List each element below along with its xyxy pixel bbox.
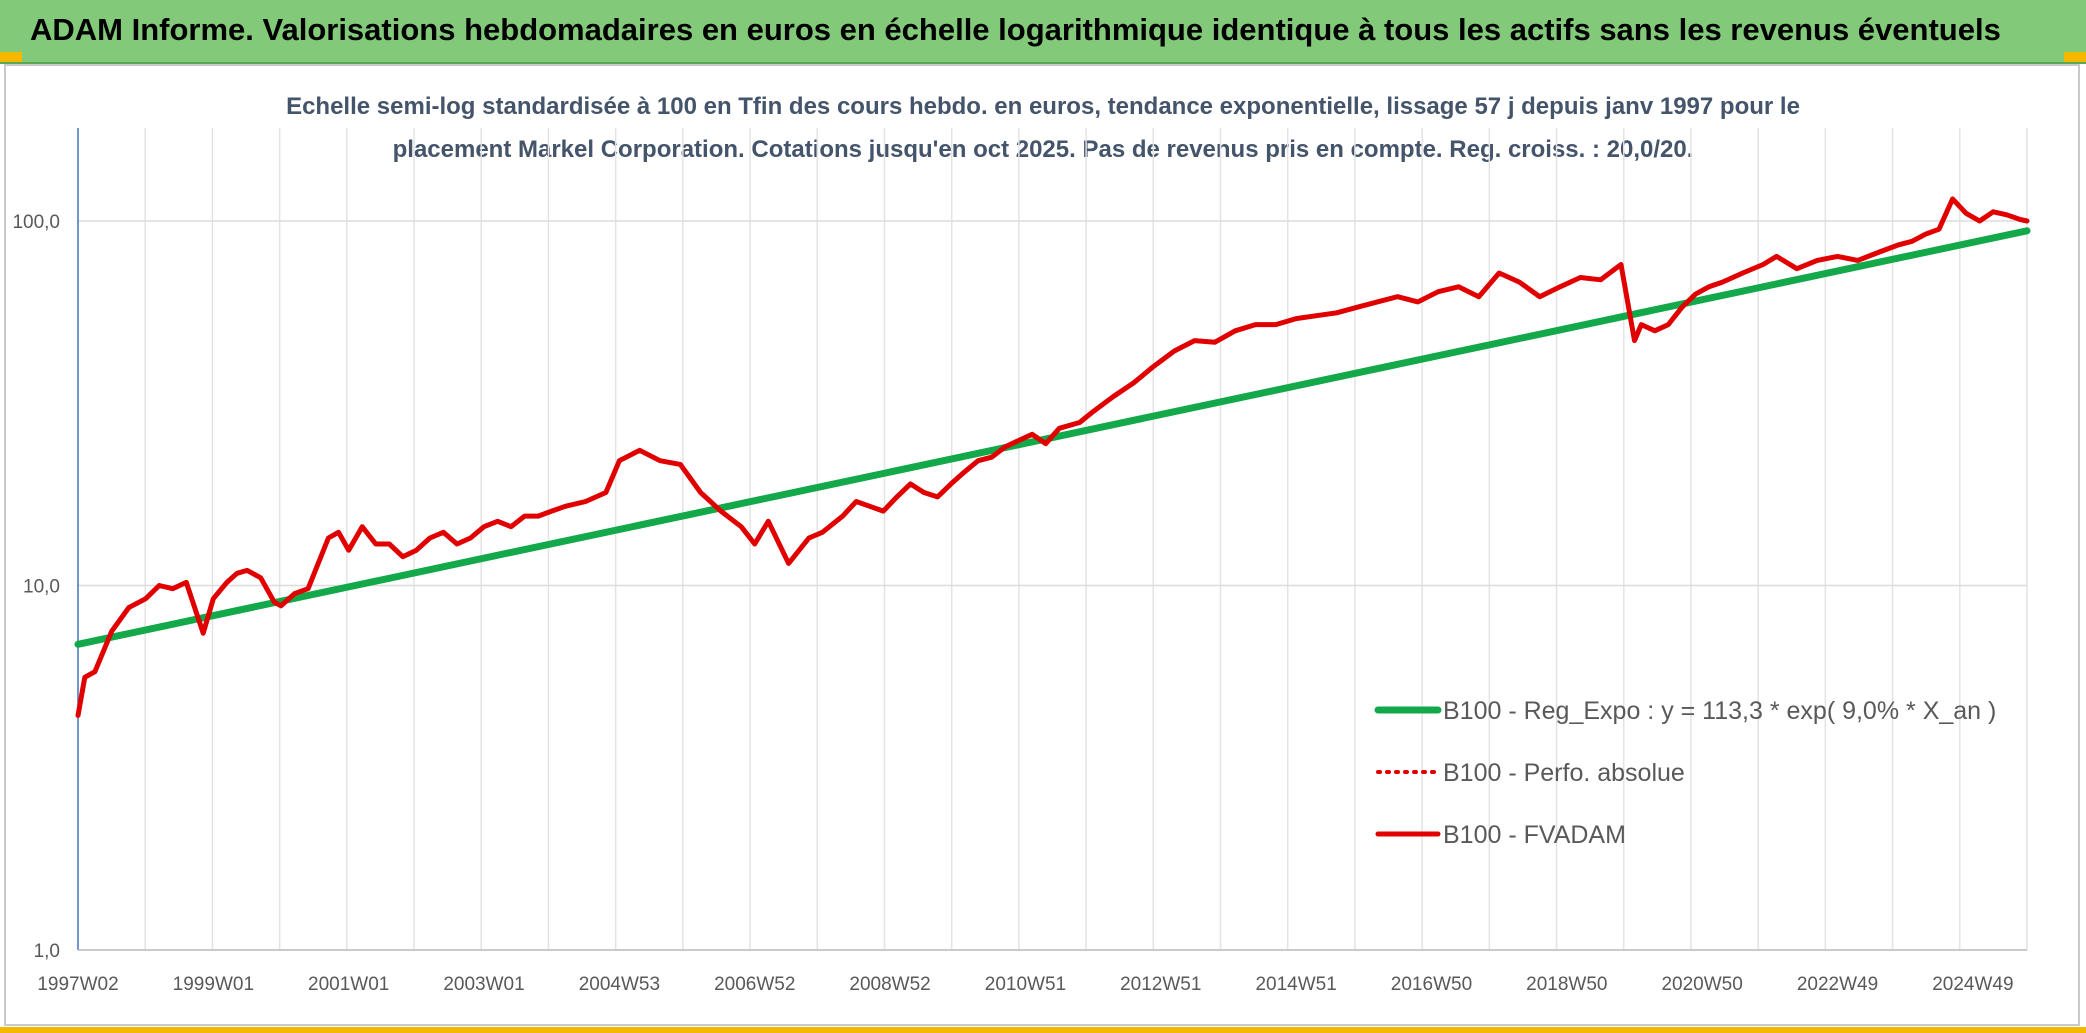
footer-band xyxy=(0,1027,2086,1033)
x-tick-label: 2003W01 xyxy=(443,974,524,995)
x-tick-label: 2024W49 xyxy=(1932,974,2013,995)
header-band: ADAM Informe. Valorisations hebdomadaire… xyxy=(0,0,2086,64)
legend: B100 - Reg_Expo : y = 113,3 * exp( 9,0% … xyxy=(1374,697,1996,849)
x-tick-label: 2004W53 xyxy=(579,974,660,995)
x-tick-label: 2012W51 xyxy=(1120,974,1201,995)
legend-label: B100 - Perfo. absolue xyxy=(1443,759,1685,787)
y-tick-label: 1,0 xyxy=(34,941,60,962)
legend-label: B100 - FVADAM xyxy=(1443,821,1626,849)
x-tick-label: 2018W50 xyxy=(1526,974,1607,995)
chart-title-line-2: placement Markel Corporation. Cotations … xyxy=(393,136,1694,163)
x-tick-label: 1999W01 xyxy=(173,974,254,995)
plot-area: 1,0 10,0 100,0 1997W02 1999W01 2001W01 2003W01… xyxy=(12,128,2031,995)
corner-accent-left xyxy=(0,52,22,62)
legend-label: B100 - Reg_Expo : y = 113,3 * exp( 9,0% … xyxy=(1443,697,1996,725)
report-title: ADAM Informe. Valorisations hebdomadaire… xyxy=(30,12,2001,47)
x-tick-label: 2020W50 xyxy=(1661,974,1742,995)
x-tick-label: 2008W52 xyxy=(849,974,930,995)
y-tick-label: 100,0 xyxy=(12,212,60,233)
x-tick-label: 2014W51 xyxy=(1255,974,1336,995)
x-tick-label: 2006W52 xyxy=(714,974,795,995)
chart-frame xyxy=(4,64,2080,1026)
x-tick-label: 2022W49 xyxy=(1797,974,1878,995)
x-tick-label: 1997W02 xyxy=(37,974,118,995)
x-tick-label: 2001W01 xyxy=(308,974,389,995)
series-line-2 xyxy=(75,196,2030,718)
corner-accent-right xyxy=(2064,52,2086,62)
x-tick-label: 2010W51 xyxy=(985,974,1066,995)
x-tick-label: 2016W50 xyxy=(1391,974,1472,995)
y-tick-label: 10,0 xyxy=(23,577,60,598)
chart-title-line-1: Echelle semi-log standardisée à 100 en T… xyxy=(286,93,1800,120)
